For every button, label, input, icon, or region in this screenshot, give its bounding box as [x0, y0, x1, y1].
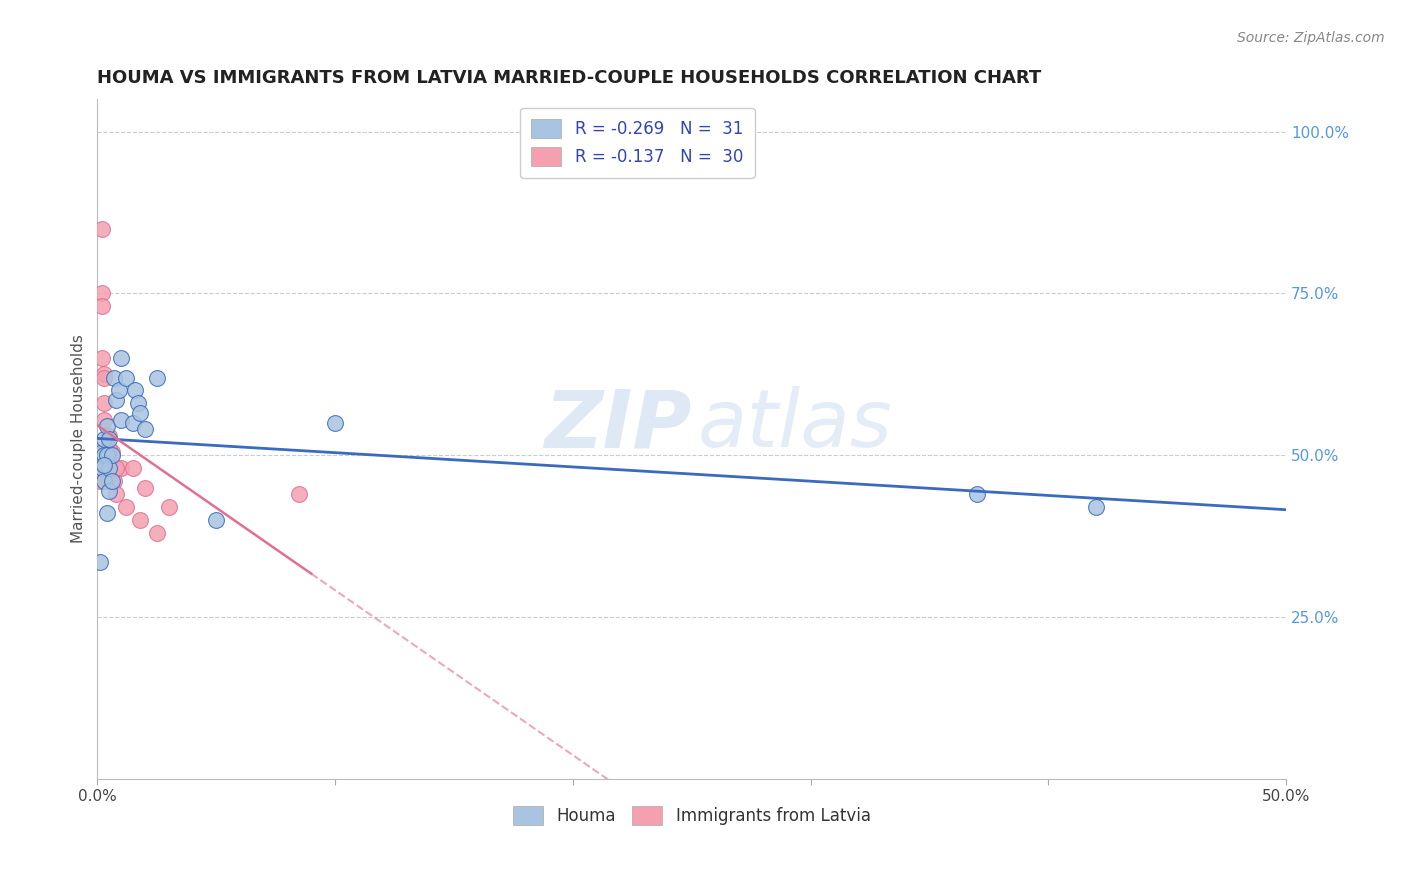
Point — [98, 442, 121, 456]
Point — [129, 513, 152, 527]
Point — [122, 461, 145, 475]
Point — [323, 416, 346, 430]
Point — [110, 461, 132, 475]
Point — [105, 393, 128, 408]
Point — [129, 406, 152, 420]
Point — [89, 461, 111, 475]
Point — [91, 351, 114, 365]
Point — [115, 500, 138, 514]
Point — [93, 368, 115, 382]
Point — [93, 412, 115, 426]
Point — [93, 432, 115, 446]
Point — [157, 500, 180, 514]
Point — [96, 448, 118, 462]
Point — [98, 432, 121, 446]
Point — [96, 507, 118, 521]
Point — [100, 445, 122, 459]
Point — [91, 299, 114, 313]
Point — [89, 448, 111, 462]
Point — [93, 448, 115, 462]
Point — [288, 487, 311, 501]
Point — [110, 351, 132, 365]
Point — [89, 555, 111, 569]
Point — [91, 221, 114, 235]
Point — [105, 461, 128, 475]
Point — [96, 448, 118, 462]
Point — [103, 474, 125, 488]
Point — [127, 396, 149, 410]
Point — [100, 474, 122, 488]
Point — [93, 458, 115, 472]
Point — [91, 286, 114, 301]
Point — [110, 412, 132, 426]
Text: HOUMA VS IMMIGRANTS FROM LATVIA MARRIED-COUPLE HOUSEHOLDS CORRELATION CHART: HOUMA VS IMMIGRANTS FROM LATVIA MARRIED-… — [97, 69, 1042, 87]
Point — [146, 370, 169, 384]
Text: Source: ZipAtlas.com: Source: ZipAtlas.com — [1237, 31, 1385, 45]
Text: atlas: atlas — [697, 386, 893, 465]
Point — [96, 448, 118, 462]
Point — [98, 429, 121, 443]
Point — [115, 370, 138, 384]
Point — [89, 474, 111, 488]
Point — [103, 370, 125, 384]
Text: ZIP: ZIP — [544, 386, 692, 465]
Point — [105, 487, 128, 501]
Point — [91, 445, 114, 459]
Point — [93, 370, 115, 384]
Y-axis label: Married-couple Households: Married-couple Households — [72, 334, 86, 543]
Point — [146, 525, 169, 540]
Legend: Houma, Immigrants from Latvia: Houma, Immigrants from Latvia — [506, 799, 877, 831]
Point — [966, 487, 988, 501]
Point — [89, 448, 111, 462]
Point — [134, 481, 156, 495]
Point — [96, 419, 118, 434]
Point — [98, 461, 121, 475]
Point — [122, 416, 145, 430]
Point — [96, 461, 118, 475]
Point — [91, 461, 114, 475]
Point — [98, 483, 121, 498]
Point — [93, 396, 115, 410]
Point — [1084, 500, 1107, 514]
Point — [205, 513, 228, 527]
Point — [134, 422, 156, 436]
Point — [124, 384, 146, 398]
Point — [93, 474, 115, 488]
Point — [98, 474, 121, 488]
Point — [107, 384, 129, 398]
Point — [100, 448, 122, 462]
